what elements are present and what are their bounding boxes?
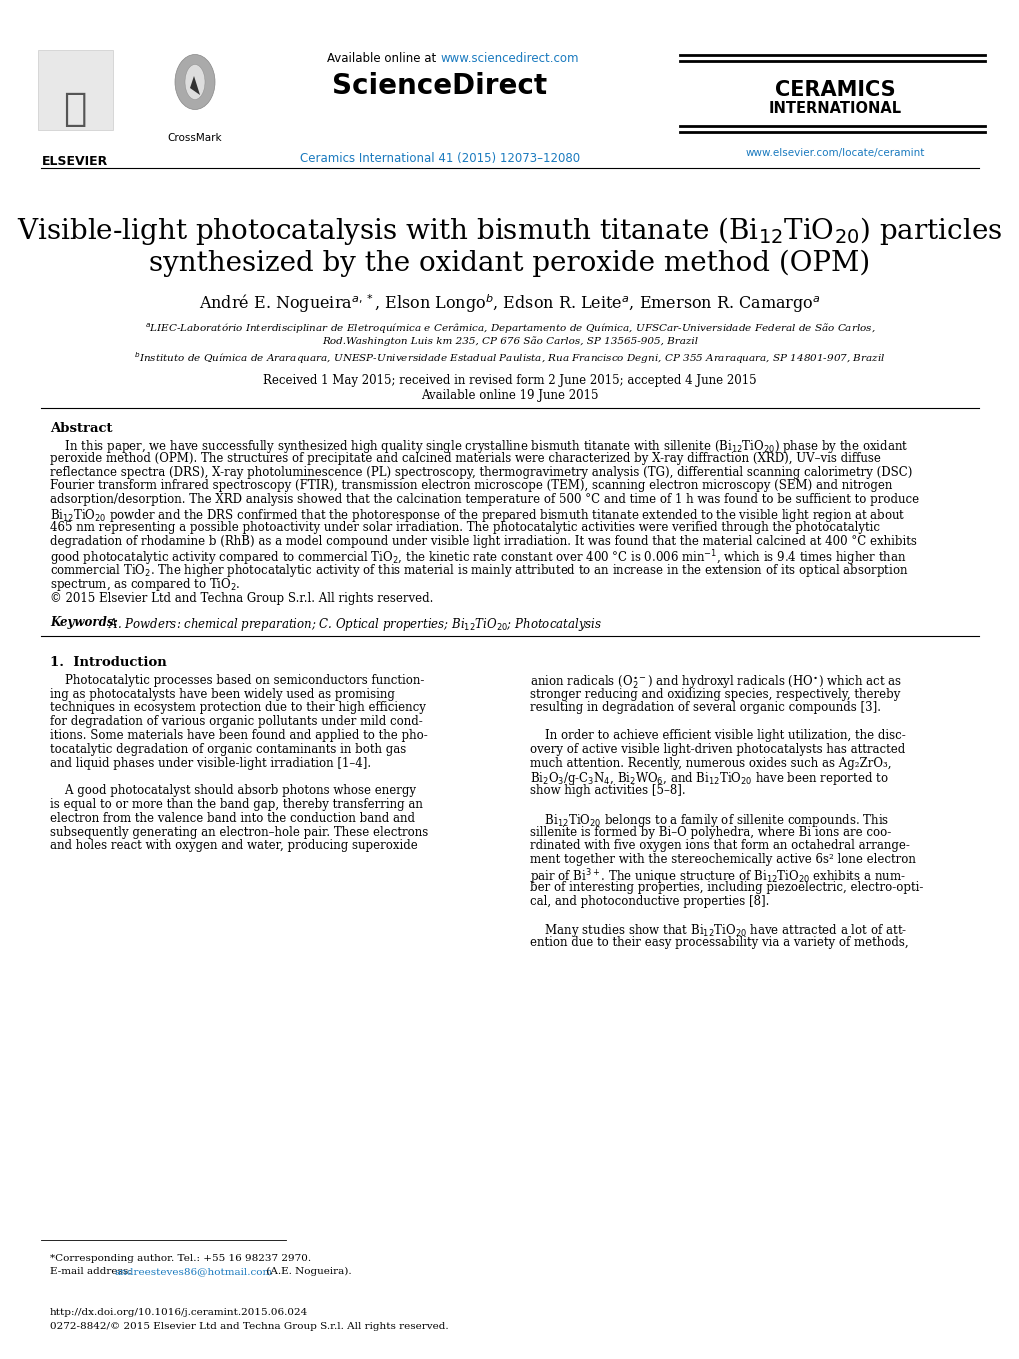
Text: ing as photocatalysts have been widely used as promising: ing as photocatalysts have been widely u… — [50, 688, 394, 701]
Text: Available online 19 June 2015: Available online 19 June 2015 — [421, 389, 598, 402]
Text: Bi$_{12}$TiO$_{20}$ belongs to a family of sillenite compounds. This: Bi$_{12}$TiO$_{20}$ belongs to a family … — [530, 811, 889, 829]
Text: overy of active visible light-driven photocatalysts has attracted: overy of active visible light-driven pho… — [530, 743, 905, 756]
Text: ment together with the stereochemically active 6s² lone electron: ment together with the stereochemically … — [530, 853, 915, 866]
Text: pair of Bi$^{3+}$. The unique structure of Bi$_{12}$TiO$_{20}$ exhibits a num-: pair of Bi$^{3+}$. The unique structure … — [530, 867, 905, 886]
Text: http://dx.doi.org/10.1016/j.ceramint.2015.06.024: http://dx.doi.org/10.1016/j.ceramint.201… — [50, 1307, 308, 1317]
Text: Bi$_2$O$_3$/g-C$_3$N$_4$, Bi$_2$WO$_6$, and Bi$_{12}$TiO$_{20}$ have been report: Bi$_2$O$_3$/g-C$_3$N$_4$, Bi$_2$WO$_6$, … — [530, 771, 888, 787]
Text: Bi$_{12}$TiO$_{20}$ powder and the DRS confirmed that the photoresponse of the p: Bi$_{12}$TiO$_{20}$ powder and the DRS c… — [50, 507, 905, 525]
Text: stronger reducing and oxidizing species, respectively, thereby: stronger reducing and oxidizing species,… — [530, 688, 900, 701]
Text: cal, and photoconductive properties [8].: cal, and photoconductive properties [8]. — [530, 894, 768, 908]
Text: E-mail address:: E-mail address: — [50, 1267, 135, 1276]
Text: Rod.Washington Luis km 235, CP 676 São Carlos, SP 13565-905, Brazil: Rod.Washington Luis km 235, CP 676 São C… — [322, 336, 697, 345]
Text: spectrum, as compared to TiO$_2$.: spectrum, as compared to TiO$_2$. — [50, 576, 240, 593]
Text: andreesteves86@hotmail.com: andreesteves86@hotmail.com — [115, 1267, 273, 1276]
Text: 465 nm representing a possible photoactivity under solar irradiation. The photoc: 465 nm representing a possible photoacti… — [50, 520, 879, 534]
Text: 0272-8842/© 2015 Elsevier Ltd and Techna Group S.r.l. All rights reserved.: 0272-8842/© 2015 Elsevier Ltd and Techna… — [50, 1322, 448, 1330]
Text: Received 1 May 2015; received in revised form 2 June 2015; accepted 4 June 2015: Received 1 May 2015; received in revised… — [263, 374, 756, 387]
Text: In this paper, we have successfully synthesized high quality single crystalline : In this paper, we have successfully synt… — [50, 438, 907, 455]
Text: rdinated with five oxygen ions that form an octahedral arrange-: rdinated with five oxygen ions that form… — [530, 840, 909, 852]
Text: www.sciencedirect.com: www.sciencedirect.com — [440, 52, 579, 65]
Text: Available online at: Available online at — [327, 52, 439, 65]
Text: (A.E. Nogueira).: (A.E. Nogueira). — [263, 1267, 352, 1276]
Text: INTERNATIONAL: INTERNATIONAL — [767, 101, 901, 116]
Text: In order to achieve efficient visible light utilization, the disc-: In order to achieve efficient visible li… — [530, 728, 905, 742]
Text: resulting in degradation of several organic compounds [3].: resulting in degradation of several orga… — [530, 701, 880, 715]
Text: reflectance spectra (DRS), X-ray photoluminescence (PL) spectroscopy, thermograv: reflectance spectra (DRS), X-ray photolu… — [50, 466, 911, 478]
Text: degradation of rhodamine b (RhB) as a model compound under visible light irradia: degradation of rhodamine b (RhB) as a mo… — [50, 534, 916, 548]
Text: anion radicals (O$_2^{\bullet-}$) and hydroxyl radicals (HO$^{\bullet}$) which a: anion radicals (O$_2^{\bullet-}$) and hy… — [530, 674, 901, 692]
Text: *Corresponding author. Tel.: +55 16 98237 2970.: *Corresponding author. Tel.: +55 16 9823… — [50, 1254, 311, 1263]
Text: much attention. Recently, numerous oxides such as Ag₂ZrO₃,: much attention. Recently, numerous oxide… — [530, 757, 891, 769]
Text: 🌳: 🌳 — [63, 90, 87, 128]
Text: synthesized by the oxidant peroxide method (OPM): synthesized by the oxidant peroxide meth… — [149, 250, 870, 277]
Text: $^{a}$LIEC-Laboratório Interdisciplinar de Eletroquímica e Cerâmica, Departament: $^{a}$LIEC-Laboratório Interdisciplinar … — [145, 322, 874, 337]
Text: A. Powders: chemical preparation; C. Optical properties; Bi$_{12}$TiO$_{20}$; Ph: A. Powders: chemical preparation; C. Opt… — [108, 616, 601, 633]
Text: Keywords:: Keywords: — [50, 616, 118, 629]
Text: © 2015 Elsevier Ltd and Techna Group S.r.l. All rights reserved.: © 2015 Elsevier Ltd and Techna Group S.r… — [50, 591, 433, 605]
Text: commercial TiO$_2$. The higher photocatalytic activity of this material is mainl: commercial TiO$_2$. The higher photocata… — [50, 563, 908, 579]
Text: techniques in ecosystem protection due to their high efficiency: techniques in ecosystem protection due t… — [50, 701, 426, 715]
Text: Visible-light photocatalysis with bismuth titanate (Bi$_{12}$TiO$_{20}$) particl: Visible-light photocatalysis with bismut… — [17, 215, 1002, 247]
Ellipse shape — [184, 64, 205, 99]
Text: ELSEVIER: ELSEVIER — [42, 155, 108, 169]
Text: www.elsevier.com/locate/ceramint: www.elsevier.com/locate/ceramint — [745, 148, 924, 158]
Text: and holes react with oxygen and water, producing superoxide: and holes react with oxygen and water, p… — [50, 840, 418, 852]
Text: A good photocatalyst should absorb photons whose energy: A good photocatalyst should absorb photo… — [50, 784, 416, 798]
Text: CERAMICS: CERAMICS — [773, 80, 895, 101]
Text: ber of interesting properties, including piezoelectric, electro-opti-: ber of interesting properties, including… — [530, 881, 922, 894]
Text: André E. Nogueira$^{a,*}$, Elson Longo$^{b}$, Edson R. Leite$^{a}$, Emerson R. C: André E. Nogueira$^{a,*}$, Elson Longo$^… — [199, 292, 820, 315]
Ellipse shape — [175, 54, 215, 110]
Text: Many studies show that Bi$_{12}$TiO$_{20}$ have attracted a lot of att-: Many studies show that Bi$_{12}$TiO$_{20… — [530, 923, 907, 939]
Text: CrossMark: CrossMark — [167, 133, 222, 143]
Text: adsorption/desorption. The XRD analysis showed that the calcination temperature : adsorption/desorption. The XRD analysis … — [50, 493, 918, 506]
Text: Photocatalytic processes based on semiconductors function-: Photocatalytic processes based on semico… — [50, 674, 424, 686]
Text: and liquid phases under visible-light irradiation [1–4].: and liquid phases under visible-light ir… — [50, 757, 371, 769]
Text: ScienceDirect: ScienceDirect — [332, 72, 547, 101]
Text: tocatalytic degradation of organic contaminants in both gas: tocatalytic degradation of organic conta… — [50, 743, 406, 756]
FancyBboxPatch shape — [38, 50, 113, 130]
Text: Fourier transform infrared spectroscopy (FTIR), transmission electron microscope: Fourier transform infrared spectroscopy … — [50, 480, 892, 492]
Text: Ceramics International 41 (2015) 12073–12080: Ceramics International 41 (2015) 12073–1… — [300, 152, 580, 164]
Polygon shape — [190, 76, 200, 95]
Text: show high activities [5–8].: show high activities [5–8]. — [530, 784, 685, 798]
Text: is equal to or more than the band gap, thereby transferring an: is equal to or more than the band gap, t… — [50, 798, 423, 811]
Text: peroxide method (OPM). The structures of precipitate and calcined materials were: peroxide method (OPM). The structures of… — [50, 451, 880, 465]
Text: for degradation of various organic pollutants under mild cond-: for degradation of various organic pollu… — [50, 715, 422, 728]
Text: $^{b}$Instituto de Química de Araraquara, UNESP-Universidade Estadual Paulista, : $^{b}$Instituto de Química de Araraquara… — [135, 351, 884, 366]
Text: ention due to their easy processability via a variety of methods,: ention due to their easy processability … — [530, 936, 908, 949]
Text: 1.  Introduction: 1. Introduction — [50, 656, 166, 669]
Text: Abstract: Abstract — [50, 423, 112, 435]
Text: electron from the valence band into the conduction band and: electron from the valence band into the … — [50, 811, 415, 825]
Text: subsequently generating an electron–hole pair. These electrons: subsequently generating an electron–hole… — [50, 826, 428, 839]
Text: itions. Some materials have been found and applied to the pho-: itions. Some materials have been found a… — [50, 728, 427, 742]
Text: sillenite is formed by Bi–O polyhedra, where Bi ions are coo-: sillenite is formed by Bi–O polyhedra, w… — [530, 826, 891, 839]
Text: good photocatalytic activity compared to commercial TiO$_2$, the kinetic rate co: good photocatalytic activity compared to… — [50, 549, 906, 568]
